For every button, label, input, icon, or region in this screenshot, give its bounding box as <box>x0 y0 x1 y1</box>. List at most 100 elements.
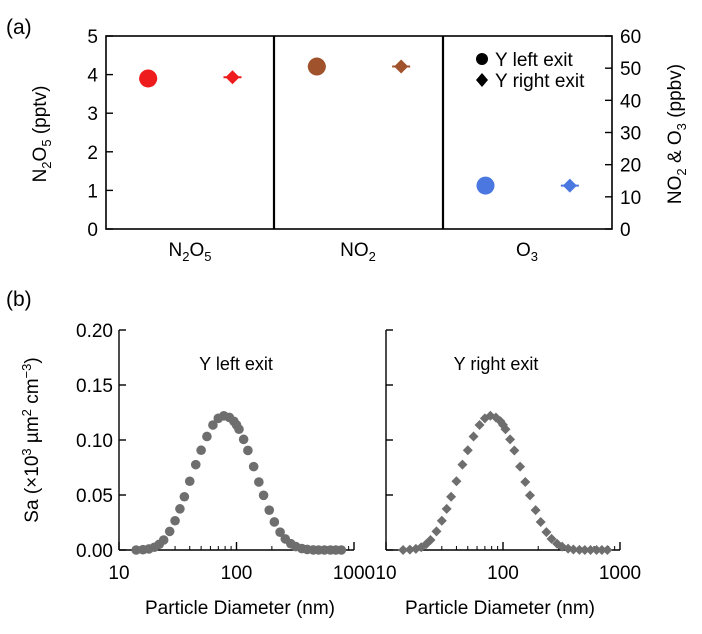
size-dist-point <box>431 526 442 537</box>
x-tick-label: 100 <box>221 563 253 584</box>
legend-entry-right: Y right exit <box>495 71 585 92</box>
point-n2o5-right-exit <box>225 70 240 85</box>
panel-b-y-label: Sa (×103 µm2 cm−3) <box>19 357 43 522</box>
y-tick-label: 0.20 <box>76 321 113 342</box>
size-dist-point <box>509 445 520 456</box>
legend: Y left exit Y right exit <box>476 50 585 92</box>
size-dist-point <box>269 517 280 527</box>
size-dist-point <box>196 445 206 456</box>
size-dist-point <box>574 544 585 555</box>
point-no2-right-exit <box>394 59 409 74</box>
x-tick-label: 1000 <box>599 563 641 584</box>
left-tick-label: 1 <box>87 181 98 202</box>
right-tick-label: 50 <box>620 59 641 80</box>
size-dist-point <box>190 459 201 470</box>
size-dist-point <box>591 545 602 555</box>
size-dist-point <box>202 431 212 442</box>
point-o3-left-exit <box>476 176 495 195</box>
size-dist-point <box>243 445 253 456</box>
size-dist-point <box>500 424 511 435</box>
y-tick-label: 0.10 <box>76 431 113 452</box>
left-tick-label: 2 <box>87 143 98 164</box>
size-dist-point <box>568 544 579 555</box>
size-dist-point <box>579 545 590 555</box>
subplot-left-title: Y left exit <box>199 354 273 374</box>
size-dist-point <box>254 477 264 487</box>
size-dist-point <box>164 526 175 537</box>
right-tick-label: 60 <box>620 27 641 48</box>
subplot-left-x-label: Particle Diameter (nm) <box>145 598 335 619</box>
right-axis-label: NO2 & O3 (ppbv) <box>665 64 689 204</box>
category-label-o3: O3 <box>516 240 538 264</box>
x-tick-label: 10 <box>108 563 129 584</box>
left-axis-ticks: 0 1 2 3 4 5 <box>87 27 113 241</box>
size-dist-point <box>585 545 596 555</box>
size-dist-point <box>535 516 546 527</box>
size-dist-point <box>248 461 259 472</box>
panel-a: (a) 0 1 2 3 4 5 0 10 20 30 40 50 60 N2O5 (pptv) NO2… <box>6 16 689 264</box>
category-label-no2: NO2 <box>340 240 376 264</box>
subplot-left-y-ticks: 0.00 0.05 0.10 0.15 0.20 <box>76 321 126 562</box>
size-dist-point <box>234 424 244 435</box>
left-axis-label: N2O5 (pptv) <box>30 86 54 183</box>
size-dist-point <box>515 461 526 472</box>
size-dist-point <box>524 490 535 501</box>
size-dist-point <box>238 434 249 445</box>
left-tick-label: 0 <box>87 220 98 241</box>
size-dist-point <box>436 515 447 526</box>
panel-a-points <box>139 57 579 195</box>
size-dist-point <box>530 505 541 516</box>
subplot-left-points <box>131 411 347 555</box>
subplot-right-x-label: Particle Diameter (nm) <box>405 598 595 619</box>
subplot-right-points <box>398 410 613 555</box>
size-dist-point <box>398 545 409 555</box>
x-tick-label: 100 <box>487 563 519 584</box>
size-dist-point <box>505 434 516 445</box>
size-dist-point <box>208 420 218 430</box>
size-dist-point <box>520 477 531 488</box>
size-dist-point <box>596 545 607 555</box>
legend-circle-marker <box>476 53 488 65</box>
subplot-right-x-ticks: 10 100 1000 <box>375 542 641 584</box>
size-dist-point <box>425 534 436 545</box>
size-dist-point <box>468 431 479 442</box>
right-tick-label: 0 <box>620 220 631 241</box>
size-dist-point <box>446 491 457 502</box>
right-tick-label: 10 <box>620 188 641 209</box>
size-dist-point <box>175 504 185 514</box>
subplot-right-y-ticks <box>386 329 393 551</box>
right-tick-label: 20 <box>620 156 641 177</box>
size-dist-point <box>264 505 275 515</box>
size-dist-point <box>541 527 552 538</box>
size-dist-point <box>275 527 285 537</box>
point-no2-left-exit <box>307 57 326 76</box>
size-dist-point <box>179 491 190 502</box>
panel-b: (b) 0.00 0.05 0.10 0.15 0.20 10 100 1000 Y lef… <box>6 288 641 619</box>
y-tick-label: 0.00 <box>76 541 113 562</box>
size-dist-point <box>170 515 180 526</box>
size-dist-point <box>184 476 195 487</box>
x-tick-label: 1000 <box>333 563 375 584</box>
subplot-right: 10 100 1000 Y right exit Particle Diameter… <box>375 329 641 619</box>
size-dist-point <box>404 544 415 555</box>
y-tick-label: 0.15 <box>76 376 113 397</box>
size-dist-point <box>602 545 613 555</box>
size-dist-point <box>131 545 141 555</box>
y-tick-label: 0.05 <box>76 486 113 507</box>
size-dist-point <box>451 476 462 487</box>
size-dist-point <box>457 459 468 470</box>
legend-entry-left: Y left exit <box>495 50 574 71</box>
subplot-left: 0.00 0.05 0.10 0.15 0.20 10 100 1000 Y left ex… <box>76 321 375 619</box>
right-tick-label: 30 <box>620 124 641 145</box>
legend-diamond-marker <box>476 73 488 87</box>
panel-b-label: (b) <box>6 288 32 311</box>
size-dist-point <box>336 545 347 555</box>
x-tick-label: 10 <box>375 563 396 584</box>
size-dist-point <box>462 445 473 456</box>
size-dist-point <box>474 420 485 431</box>
size-dist-point <box>158 535 169 545</box>
panel-a-label: (a) <box>6 16 32 39</box>
point-n2o5-left-exit <box>139 69 158 88</box>
size-dist-point <box>441 503 452 514</box>
